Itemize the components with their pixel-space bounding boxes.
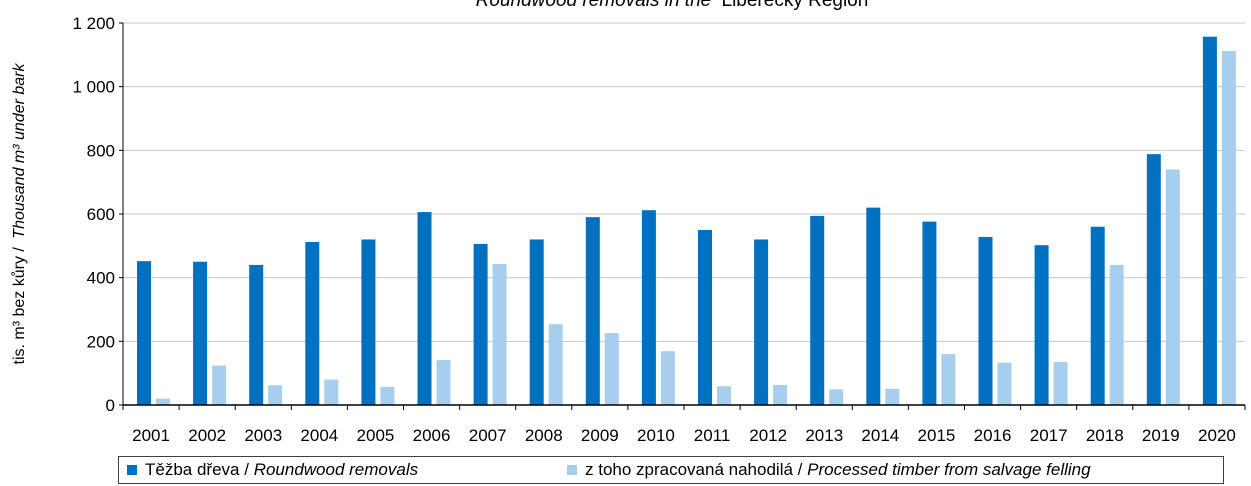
bar-salvage: [212, 365, 227, 405]
x-tick-label: 2012: [749, 426, 787, 445]
legend-label-salvage-italic: Processed timber from salvage felling: [807, 460, 1091, 479]
bars-group: [137, 36, 1236, 406]
y-tick-label: 600: [87, 205, 115, 224]
legend-item-salvage: z toho zpracovaná nahodilá / Processed t…: [567, 460, 1091, 480]
bar-removals: [305, 242, 320, 405]
bar-removals: [978, 236, 993, 405]
legend-item-removals: Těžba dřeva / Roundwood removals: [127, 460, 418, 480]
y-tick-label: 200: [87, 332, 115, 351]
bar-removals: [249, 264, 264, 405]
y-axis-label-italic: Thousand m³ under bark: [11, 62, 28, 238]
bar-removals: [417, 212, 432, 405]
bar-salvage: [604, 333, 619, 405]
x-tick-label: 2004: [300, 426, 338, 445]
y-axis-label: tis. m³ bez kůry / Thousand m³ under bar…: [10, 62, 28, 364]
bar-salvage: [1165, 169, 1180, 405]
x-tick-label: 2015: [918, 426, 956, 445]
x-tick-label: 2018: [1086, 426, 1124, 445]
y-tick-label: 0: [106, 396, 115, 415]
legend: Těžba dřeva / Roundwood removals z toho …: [118, 456, 1224, 484]
bar-salvage: [885, 388, 900, 405]
chart-title-plain: Liberecký Region: [722, 0, 869, 11]
bar-salvage: [548, 324, 563, 405]
x-tick-label: 2014: [861, 426, 899, 445]
chart-title: Roundwood removals in the Liberecký Regi…: [476, 0, 869, 11]
bar-removals: [1090, 226, 1105, 405]
x-tick-label: 2019: [1142, 426, 1180, 445]
legend-label-salvage-plain: z toho zpracovaná nahodilá /: [585, 460, 803, 479]
x-tick-label: 2003: [244, 426, 282, 445]
bar-salvage: [660, 351, 675, 405]
bar-salvage: [773, 384, 788, 405]
bar-salvage: [1221, 51, 1236, 405]
x-tick-label: 2011: [694, 426, 731, 445]
bar-salvage: [436, 360, 451, 405]
x-tick-label: 2007: [469, 426, 507, 445]
bar-removals: [641, 210, 656, 405]
x-tick-label: 2020: [1198, 426, 1236, 445]
bar-removals: [754, 239, 769, 405]
bar-salvage: [324, 379, 339, 405]
x-tick-label: 2008: [525, 426, 563, 445]
y-axis-label-plain: tis. m³ bez kůry /: [10, 247, 28, 365]
x-tick-label: 2006: [413, 426, 451, 445]
y-tick-label: 400: [87, 269, 115, 288]
bar-removals: [585, 217, 600, 405]
bar-removals: [473, 243, 488, 405]
axes: [119, 22, 1246, 410]
x-tick-label: 2016: [974, 426, 1012, 445]
x-tick-label: 2013: [805, 426, 843, 445]
bar-salvage: [156, 398, 170, 405]
y-tick-label: 1 200: [72, 14, 115, 33]
bar-removals: [866, 207, 881, 405]
x-tick-label: 2009: [581, 426, 619, 445]
bar-salvage: [380, 386, 395, 405]
chart-title-italic: Roundwood removals in the: [476, 0, 712, 11]
bar-removals: [698, 229, 712, 405]
y-tick-label: 1 000: [72, 78, 115, 97]
legend-label-removals-plain: Těžba dřeva /: [145, 460, 249, 479]
bar-removals: [193, 261, 208, 405]
bar-salvage: [717, 386, 731, 405]
bar-salvage: [492, 263, 507, 405]
legend-swatch-removals: [127, 465, 137, 475]
x-tick-label: 2001: [132, 426, 170, 445]
bar-salvage: [829, 389, 844, 405]
y-tick-labels: 0 200 400 600 800 1 000 1 200: [72, 14, 115, 415]
legend-swatch-salvage: [567, 465, 577, 475]
bar-removals: [1202, 36, 1217, 406]
y-tick-label: 800: [87, 141, 115, 160]
x-tick-label: 2005: [357, 426, 395, 445]
x-tick-labels: 2001 2002 2003 2004 2005 2006 2007 2008 2009 2010…: [132, 426, 1236, 445]
bar-salvage: [268, 385, 283, 405]
bar-removals: [1146, 154, 1161, 405]
bar-removals: [1034, 245, 1049, 405]
gridlines: [123, 22, 1245, 342]
x-tick-label: 2010: [637, 426, 675, 445]
bar-removals: [810, 215, 825, 405]
x-tick-label: 2017: [1030, 426, 1068, 445]
legend-label-removals-italic: Roundwood removals: [253, 460, 419, 479]
bar-salvage: [997, 362, 1012, 405]
bar-salvage: [1053, 362, 1068, 405]
bar-removals: [529, 239, 544, 405]
x-tick-label: 2002: [188, 426, 226, 445]
bar-removals: [361, 239, 376, 405]
bar-salvage: [941, 354, 956, 405]
bar-removals: [137, 261, 151, 405]
bar-salvage: [1109, 264, 1124, 405]
bar-removals: [922, 221, 937, 405]
